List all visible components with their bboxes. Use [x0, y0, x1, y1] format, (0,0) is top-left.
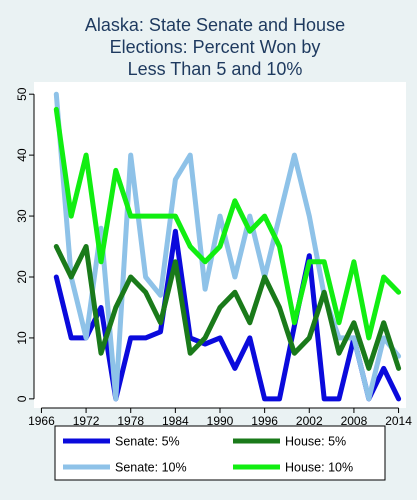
y-tick-label: 0: [15, 395, 29, 402]
legend-label: House: 10%: [285, 461, 353, 475]
y-tick-label: 30: [15, 209, 29, 223]
y-tick-label: 10: [15, 331, 29, 345]
x-tick-label: 2014: [385, 414, 412, 428]
x-tick-label: 1990: [207, 414, 234, 428]
y-tick-label: 20: [15, 270, 29, 284]
y-tick-label: 50: [15, 87, 29, 101]
legend-label: Senate: 5%: [115, 435, 180, 449]
legend-label: Senate: 10%: [115, 461, 187, 475]
series-layer: [53, 91, 402, 402]
chart-title-line-3: Less Than 5 and 10%: [128, 59, 303, 79]
series-line-house-5: [53, 244, 402, 371]
y-axis: 0 10 20 30 40 50: [15, 87, 35, 402]
x-tick-label: 1972: [73, 414, 100, 428]
legend: Senate: 5% House: 5% Senate: 10% House: 10%: [63, 435, 353, 475]
legend-box: [54, 425, 386, 481]
x-tick-label: 1966: [28, 414, 55, 428]
x-tick-label: 1984: [162, 414, 189, 428]
chart-title-line-2: Elections: Percent Won by: [110, 37, 321, 57]
x-tick-label: 2002: [296, 414, 323, 428]
y-tick-label: 40: [15, 148, 29, 162]
series-line-senate-10: [53, 91, 402, 402]
legend-label: House: 5%: [285, 435, 346, 449]
x-tick-label: 2008: [341, 414, 368, 428]
chart-title-line-1: Alaska: State Senate and House: [85, 15, 345, 35]
x-axis: 1966 1972 1978 1984 1990 1996 2002 2008 2014: [28, 407, 412, 428]
x-tick-label: 1996: [251, 414, 278, 428]
x-tick-label: 1978: [117, 414, 144, 428]
series-line-house-10: [53, 106, 402, 341]
